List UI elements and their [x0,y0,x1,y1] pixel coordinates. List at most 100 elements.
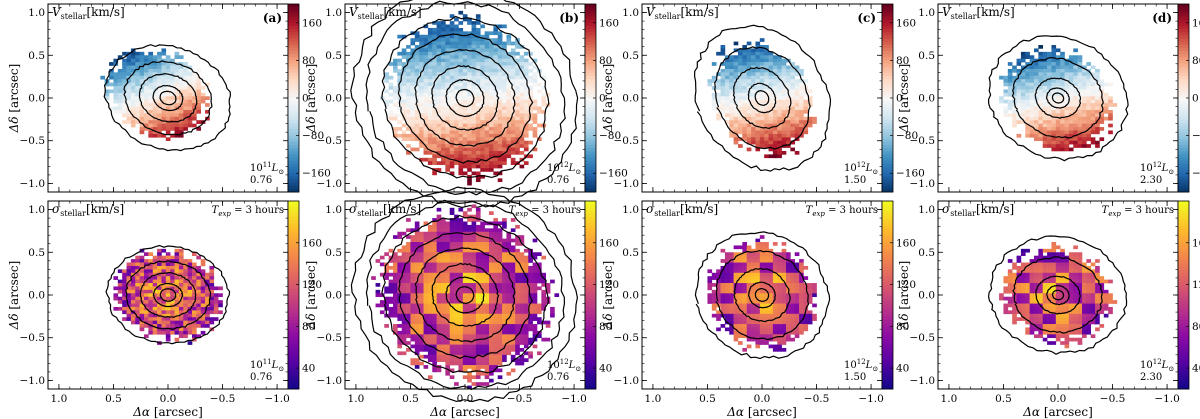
redshift-label: 0.76 [250,175,272,186]
contour [754,287,770,303]
colorbar: 160 120 80 40 [584,200,619,390]
x-tick-label: 1.0 [348,393,365,405]
contour [431,262,500,327]
colorbar-tick-label: 0 [1192,93,1199,105]
y-tick-label: 1.0 [28,204,45,216]
redshift-label: 0.76 [547,372,569,383]
contour [350,0,579,209]
x-tick-label: −1.0 [561,393,587,405]
y-tick-label: −0.5 [614,332,640,344]
x-tick-label: 0.5 [995,393,1012,405]
contour [1051,289,1065,301]
y-tick-label: 0.0 [325,93,342,105]
luminosity-label: 1012L⊙ [1140,358,1174,373]
panel-letter: (a) [263,11,282,25]
contour [123,60,213,136]
isophote-contours [693,24,832,172]
pixel-map [100,48,210,142]
panel-c-row0: 1.0 0.5 0.0 −0.5 −1.0 Δδ [arcsec] Vstellar[km/… [601,3,925,193]
colorbar-frame [1177,200,1190,390]
y-tick-label: −0.5 [20,135,46,147]
colorbar-frame [287,200,300,390]
y-tick-label: 0.5 [918,247,935,259]
colorbar-tick-label: 40 [1192,363,1200,375]
colorbar-tick-label: −160 [1192,168,1200,180]
colorbar-tick-label: 40 [302,363,315,375]
x-axis-label: Δα [arcsec] [429,405,500,419]
isophote-contours [987,235,1128,355]
y-tick-label: −0.5 [317,135,343,147]
panel-d-row0: 1.0 0.5 0.0 −0.5 −1.0 Δδ [arcsec] Vstellar[km/… [897,3,1200,193]
contour [125,260,212,330]
contour [733,267,791,323]
contour [1045,87,1070,109]
contour [152,282,184,308]
y-tick-label: 0.5 [325,247,342,259]
y-axis-label: Δδ [arcsec] [601,64,615,134]
colorbar-tick-label: −80 [302,130,324,142]
colorbar: 160 80 0 −80 −160 [1177,3,1200,193]
y-tick-label: 0.0 [622,93,639,105]
contour [138,73,198,123]
exposure-annotation: Texp = 3 hours [1102,205,1174,218]
isophote-contours [987,35,1129,162]
x-tick-label: 0.0 [754,393,771,405]
y-axis-label: Δδ [arcsec] [897,261,911,331]
isophote-contours [103,44,232,152]
y-tick-label: 1.0 [622,204,639,216]
pixel-map [999,242,1118,349]
contour [365,199,566,391]
contour [1035,275,1081,315]
colorbar-frame [881,200,894,390]
contour [455,88,475,108]
panel-a-row1: 1.0 0.5 0.0 −0.5 −1.0 1.0 0.5 0.0 −0.5 −1.0 Δδ [ar… [7,200,322,419]
x-tick-label: −1.0 [1154,393,1180,405]
y-tick-label: −1.0 [317,178,343,190]
colorbar-tick-label: 120 [302,279,322,291]
x-tick-label: 0.0 [160,393,177,405]
colorbar-tick-label: 160 [1192,237,1200,249]
pixel-map [371,204,560,389]
y-axis-label: Δδ [arcsec] [7,64,21,134]
contour [1011,56,1104,139]
y-axis-label: Δδ [arcsec] [601,261,615,331]
y-tick-label: 1.0 [325,204,342,216]
contour [431,64,500,131]
contour [1051,92,1065,104]
exposure-annotation: Texp = 3 hours [509,205,581,218]
x-tick-label: −0.5 [210,393,236,405]
pixel-map [999,45,1118,152]
colorbar-tick-label: 40 [599,363,612,375]
luminosity-label: 1011L⊙ [250,358,284,373]
quantity-label: σstellar[km/s] [646,202,718,218]
y-tick-label: 1.0 [918,7,935,19]
y-tick-label: −1.0 [614,375,640,387]
y-tick-label: −1.0 [317,375,343,387]
contour [987,35,1129,162]
quantity-label: Vstellar[km/s] [646,5,719,21]
colorbar-tick-label: 160 [599,237,619,249]
x-tick-label: −0.5 [804,393,830,405]
panel-c-row1: 1.0 0.5 0.0 −0.5 −1.0 1.0 0.5 0.0 −0.5 −1.0 Δδ [ar… [601,200,916,419]
contour [1012,256,1103,334]
colorbar-tick-label: 0 [896,93,903,105]
y-tick-label: −0.5 [910,332,936,344]
colorbar-tick-label: 120 [1192,279,1200,291]
colorbar-tick-label: −80 [1192,130,1200,142]
x-tick-label: 0.5 [402,393,419,405]
colorbar-tick-label: 0 [599,93,606,105]
colorbar-tick-label: 160 [896,17,916,29]
colorbar-tick-label: 40 [896,363,909,375]
panel-b-row0: 1.0 0.5 0.0 −0.5 −1.0 Δδ [arcsec] Vstellar[km/… [304,0,628,209]
panel-letter: (d) [1152,11,1172,25]
colorbar: 160 120 80 40 [1177,200,1200,390]
y-tick-label: −0.5 [614,135,640,147]
redshift-label: 0.76 [250,372,272,383]
redshift-label: 0.76 [547,175,569,186]
isophote-contours [350,186,579,403]
y-tick-label: 0.0 [918,290,935,302]
y-tick-label: 0.5 [325,50,342,62]
isophote-contours [105,244,231,345]
contour [747,281,777,309]
